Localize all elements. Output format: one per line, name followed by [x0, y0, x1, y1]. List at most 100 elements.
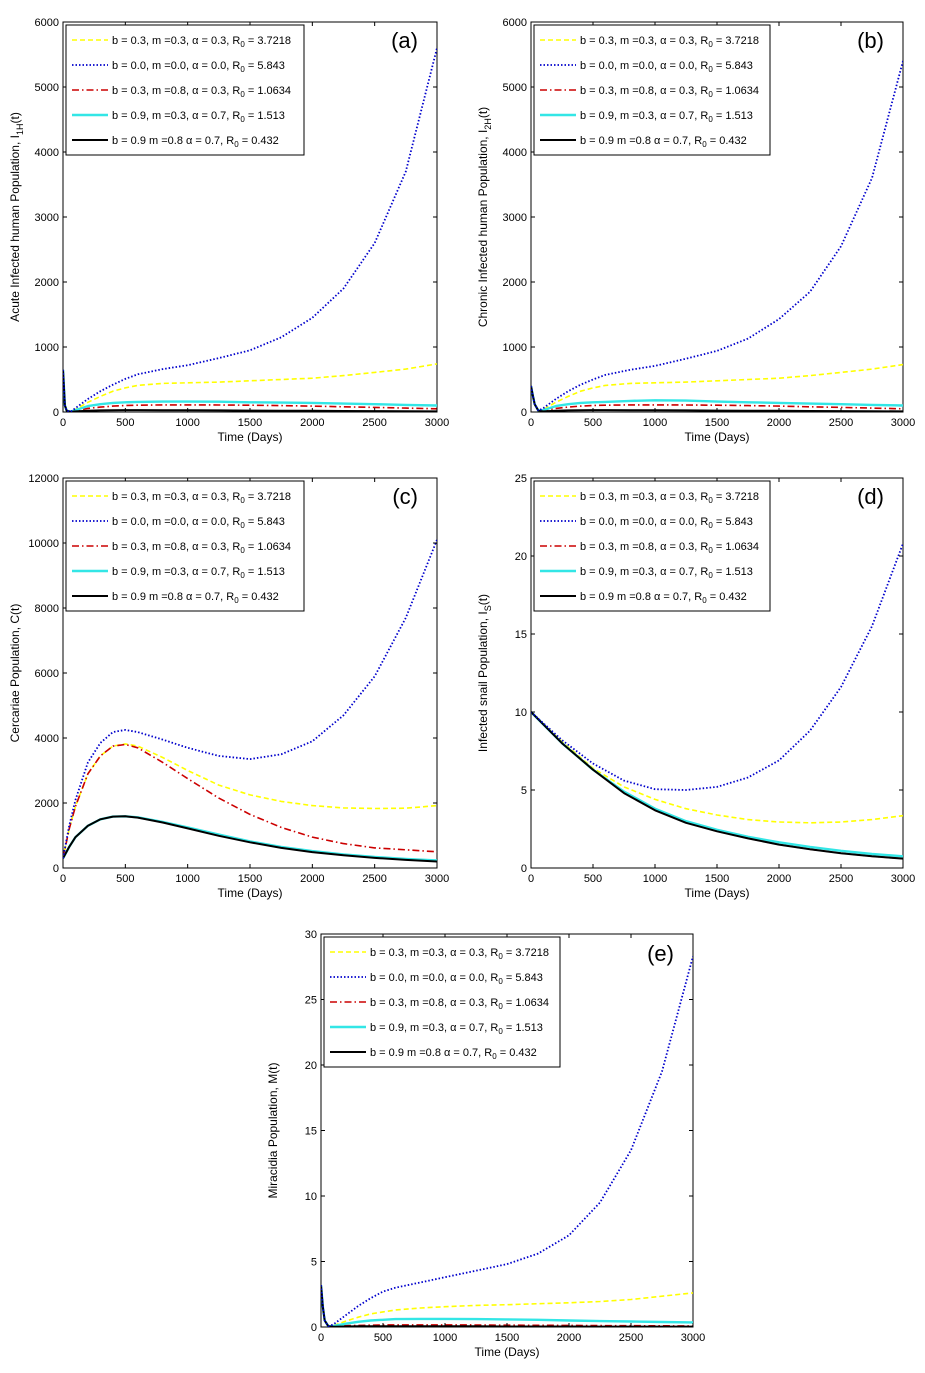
y-tick-label: 2000 [35, 277, 59, 289]
legend-entry: b = 0.3, m =0.3, α = 0.3, R0 = 3.7218 [580, 35, 759, 49]
legend: b = 0.3, m =0.3, α = 0.3, R0 = 3.7218 b =… [533, 24, 771, 156]
legend-entry: b = 0.9 m =0.8 α = 0.7, R0 = 0.432 [112, 591, 279, 605]
series-line-s2 [63, 539, 437, 859]
x-tick-label: 2000 [767, 873, 791, 885]
panel-label: (e) [647, 941, 674, 966]
y-axis-label: Miracidia Population, M(t) [266, 1062, 280, 1198]
x-tick-label: 3000 [425, 417, 449, 429]
legend-entry: b = 0.9 m =0.8 α = 0.7, R0 = 0.432 [370, 1047, 537, 1061]
x-tick-label: 1000 [175, 417, 199, 429]
y-tick-label: 25 [305, 995, 317, 1007]
y-tick-label: 10 [305, 1191, 317, 1203]
y-tick-label: 3000 [503, 212, 527, 224]
x-tick-label: 0 [528, 873, 534, 885]
x-axis-label: Time (Days) [475, 1345, 540, 1359]
y-tick-label: 3000 [35, 212, 59, 224]
x-tick-label: 2500 [829, 417, 853, 429]
x-tick-label: 0 [60, 873, 66, 885]
panel-label: (d) [857, 484, 884, 509]
y-tick-label: 5000 [35, 82, 59, 94]
y-tick-label: 12000 [28, 473, 59, 485]
x-tick-label: 2000 [300, 873, 324, 885]
x-tick-label: 500 [584, 873, 602, 885]
x-tick-label: 3000 [681, 1332, 705, 1344]
y-tick-label: 0 [53, 863, 59, 875]
y-tick-label: 20 [305, 1060, 317, 1072]
y-tick-label: 10 [515, 707, 527, 719]
y-axis-label: Chronic Infected human Population, I2H(t… [476, 107, 493, 327]
x-axis-label: Time (Days) [218, 886, 283, 900]
x-tick-label: 2500 [362, 417, 386, 429]
x-tick-label: 3000 [891, 873, 915, 885]
series-line-s1 [63, 743, 437, 859]
legend: b = 0.3, m =0.3, α = 0.3, R0 = 3.7218 b =… [65, 480, 305, 612]
legend-entry: b = 0.0, m =0.0, α = 0.0, R0 = 5.843 [370, 972, 543, 986]
legend-entry: b = 0.9, m =0.3, α = 0.7, R0 = 1.513 [580, 110, 753, 124]
series-line-s2 [63, 47, 437, 412]
legend: b = 0.3, m =0.3, α = 0.3, R0 = 3.7218 b =… [65, 24, 305, 156]
panel-label: (b) [857, 28, 884, 53]
legend-entry: b = 0.3, m =0.3, α = 0.3, R0 = 3.7218 [112, 491, 291, 505]
legend-box [533, 480, 771, 612]
series-line-s3 [321, 1285, 693, 1327]
x-tick-label: 0 [528, 417, 534, 429]
legend-entry: b = 0.3, m =0.8, α = 0.3, R0 = 1.0634 [580, 541, 759, 555]
y-tick-label: 1000 [35, 342, 59, 354]
series-line-s3 [63, 743, 437, 859]
y-tick-label: 6000 [35, 17, 59, 29]
y-tick-label: 0 [521, 863, 527, 875]
x-tick-label: 0 [318, 1332, 324, 1344]
legend-entry: b = 0.3, m =0.8, α = 0.3, R0 = 1.0634 [112, 85, 291, 99]
y-tick-label: 4000 [35, 147, 59, 159]
legend-entry: b = 0.3, m =0.3, α = 0.3, R0 = 3.7218 [112, 35, 291, 49]
y-tick-label: 30 [305, 929, 317, 941]
legend-entry: b = 0.3, m =0.8, α = 0.3, R0 = 1.0634 [112, 541, 291, 555]
legend-entry: b = 0.0, m =0.0, α = 0.0, R0 = 5.843 [112, 516, 285, 530]
legend-entry: b = 0.0, m =0.0, α = 0.0, R0 = 5.843 [112, 60, 285, 74]
legend-entry: b = 0.3, m =0.8, α = 0.3, R0 = 1.0634 [370, 997, 549, 1011]
y-tick-label: 5 [311, 1257, 317, 1269]
legend-entry: b = 0.9 m =0.8 α = 0.7, R0 = 0.432 [580, 135, 747, 149]
legend-entry: b = 0.9, m =0.3, α = 0.7, R0 = 1.513 [370, 1022, 543, 1036]
y-tick-label: 0 [53, 407, 59, 419]
x-tick-label: 1500 [495, 1332, 519, 1344]
y-tick-label: 10000 [28, 538, 59, 550]
y-tick-label: 25 [515, 473, 527, 485]
chart-panel-1: 0 500 1000 1500 2000 2500 3000 0 1000 2000 3000 400… [476, 17, 915, 444]
x-tick-label: 500 [584, 417, 602, 429]
x-axis-label: Time (Days) [685, 430, 750, 444]
legend-entry: b = 0.3, m =0.8, α = 0.3, R0 = 1.0634 [580, 85, 759, 99]
x-tick-label: 1000 [643, 417, 667, 429]
legend-entry: b = 0.9, m =0.3, α = 0.7, R0 = 1.513 [112, 110, 285, 124]
panel-label: (a) [391, 28, 418, 53]
series-line-s1 [63, 363, 437, 412]
y-tick-label: 6000 [503, 17, 527, 29]
y-tick-label: 2000 [503, 277, 527, 289]
x-tick-label: 3000 [425, 873, 449, 885]
x-tick-label: 1000 [433, 1332, 457, 1344]
x-tick-label: 2500 [362, 873, 386, 885]
y-tick-label: 8000 [35, 603, 59, 615]
y-axis-label: Acute Infected human Population, I1H(t) [8, 112, 25, 322]
series-line-s2 [321, 956, 693, 1327]
x-tick-label: 0 [60, 417, 66, 429]
series-line-s5 [531, 385, 903, 412]
x-tick-label: 2000 [767, 417, 791, 429]
y-tick-label: 20 [515, 551, 527, 563]
x-tick-label: 1500 [238, 417, 262, 429]
chart-panel-4: 0 500 1000 1500 2000 2500 3000 0 5 10 15 20 25 30 Time… [266, 929, 705, 1359]
y-tick-label: 4000 [503, 147, 527, 159]
y-tick-label: 5000 [503, 82, 527, 94]
x-tick-label: 1500 [238, 873, 262, 885]
x-tick-label: 2500 [619, 1332, 643, 1344]
x-tick-label: 2000 [557, 1332, 581, 1344]
legend-entry: b = 0.3, m =0.3, α = 0.3, R0 = 3.7218 [370, 947, 549, 961]
x-tick-label: 2000 [300, 417, 324, 429]
chart-panel-0: 0 500 1000 1500 2000 2500 3000 0 1000 2000 3000 400… [8, 17, 449, 444]
x-tick-label: 1000 [175, 873, 199, 885]
legend-entry: b = 0.0, m =0.0, α = 0.0, R0 = 5.843 [580, 60, 753, 74]
legend-entry: b = 0.3, m =0.3, α = 0.3, R0 = 3.7218 [580, 491, 759, 505]
x-axis-label: Time (Days) [685, 886, 750, 900]
legend: b = 0.3, m =0.3, α = 0.3, R0 = 3.7218 b =… [323, 936, 561, 1068]
